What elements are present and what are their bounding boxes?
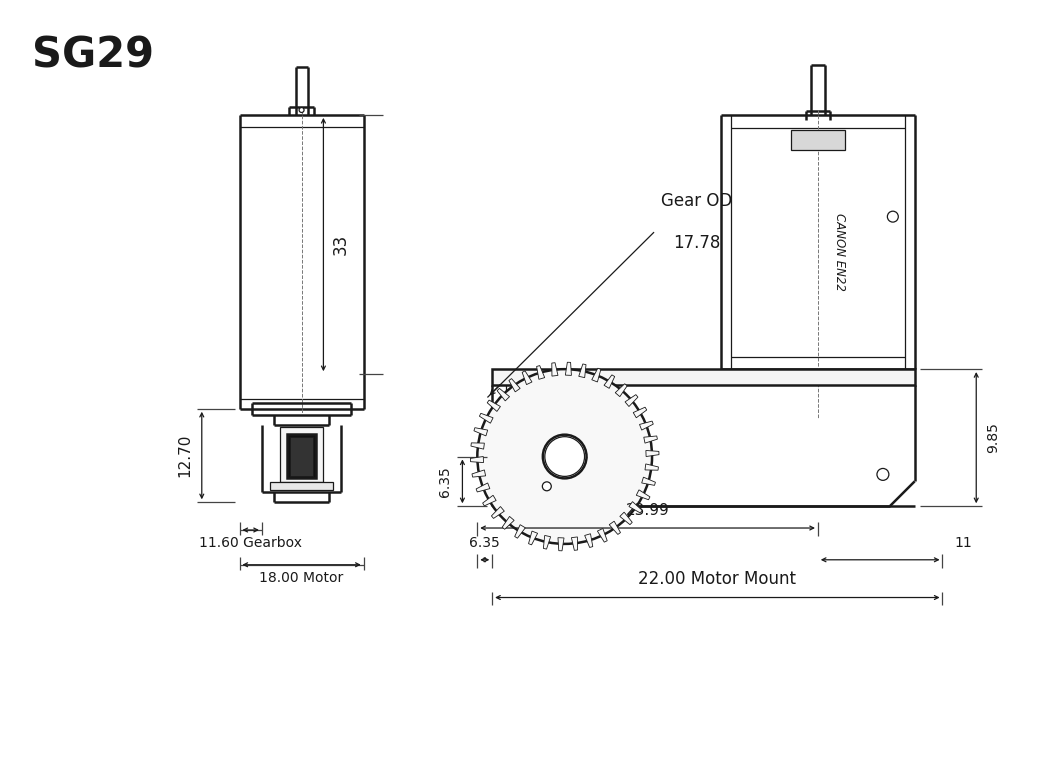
Text: 6.35: 6.35 xyxy=(439,466,452,497)
Polygon shape xyxy=(637,490,650,500)
Polygon shape xyxy=(552,362,557,376)
Polygon shape xyxy=(566,362,571,376)
Polygon shape xyxy=(557,537,564,551)
Circle shape xyxy=(545,437,585,476)
Bar xyxy=(270,483,333,490)
Text: 17.78: 17.78 xyxy=(673,234,720,252)
Polygon shape xyxy=(528,531,538,545)
Text: 33: 33 xyxy=(331,234,349,255)
Text: SG29: SG29 xyxy=(31,34,153,77)
Polygon shape xyxy=(646,451,659,457)
Polygon shape xyxy=(508,379,520,392)
Polygon shape xyxy=(578,364,586,377)
Polygon shape xyxy=(620,512,632,525)
Text: CANON EN22: CANON EN22 xyxy=(834,213,846,291)
Polygon shape xyxy=(479,413,493,423)
Polygon shape xyxy=(474,428,488,436)
Circle shape xyxy=(477,369,652,544)
Polygon shape xyxy=(625,394,638,407)
Circle shape xyxy=(299,108,304,112)
Polygon shape xyxy=(610,521,620,534)
Polygon shape xyxy=(642,477,655,485)
Text: 11.60 Gearbox: 11.60 Gearbox xyxy=(199,536,302,550)
Bar xyxy=(492,369,915,385)
Circle shape xyxy=(542,482,551,490)
Text: 9.85: 9.85 xyxy=(986,423,1000,453)
Polygon shape xyxy=(492,507,504,519)
Polygon shape xyxy=(645,464,659,470)
Polygon shape xyxy=(592,368,601,382)
Polygon shape xyxy=(488,400,500,412)
Bar xyxy=(287,434,317,479)
Bar xyxy=(290,437,314,476)
Text: 23.99: 23.99 xyxy=(625,503,669,518)
Circle shape xyxy=(543,435,587,479)
Text: 11: 11 xyxy=(954,536,972,550)
Polygon shape xyxy=(615,383,627,397)
Polygon shape xyxy=(585,533,593,547)
Bar xyxy=(279,426,323,483)
Polygon shape xyxy=(537,366,545,380)
Polygon shape xyxy=(640,421,653,430)
Polygon shape xyxy=(482,495,496,506)
Polygon shape xyxy=(497,388,510,401)
Polygon shape xyxy=(471,443,485,449)
Polygon shape xyxy=(502,516,514,530)
Text: 22.00 Motor Mount: 22.00 Motor Mount xyxy=(639,569,796,587)
Polygon shape xyxy=(604,375,615,388)
Polygon shape xyxy=(634,407,647,418)
Polygon shape xyxy=(515,525,525,538)
Text: 6.35: 6.35 xyxy=(469,536,500,550)
Polygon shape xyxy=(522,371,532,384)
Polygon shape xyxy=(470,457,483,462)
Circle shape xyxy=(888,211,898,222)
Polygon shape xyxy=(629,501,642,513)
Text: 12.70: 12.70 xyxy=(177,434,192,477)
Text: Gear OD: Gear OD xyxy=(661,192,733,210)
Circle shape xyxy=(877,469,889,480)
Bar xyxy=(791,130,845,150)
Polygon shape xyxy=(543,536,550,549)
Polygon shape xyxy=(472,470,486,477)
Polygon shape xyxy=(571,537,577,551)
Polygon shape xyxy=(476,483,490,492)
Polygon shape xyxy=(644,436,658,443)
Text: 18.00 Motor: 18.00 Motor xyxy=(259,571,344,585)
Polygon shape xyxy=(597,529,607,542)
